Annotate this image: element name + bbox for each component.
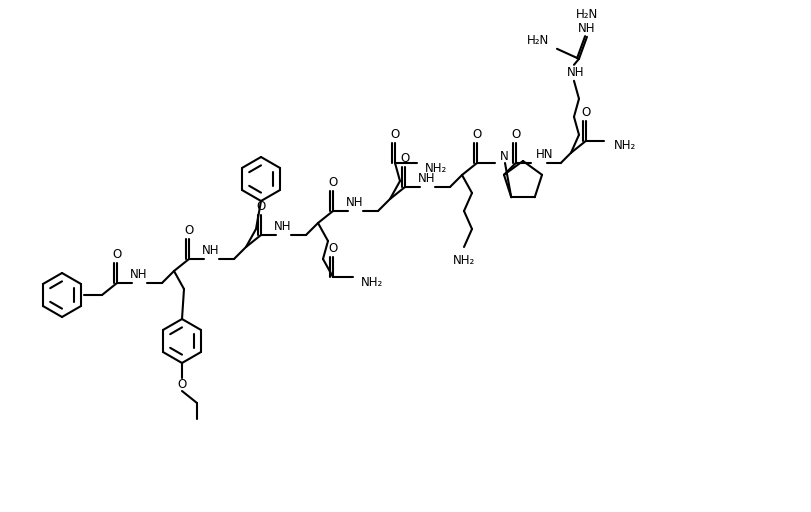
Text: O: O [177, 378, 187, 392]
Text: NH₂: NH₂ [424, 161, 447, 175]
Text: O: O [581, 106, 590, 119]
Text: H₂N: H₂N [575, 8, 598, 22]
Text: O: O [511, 129, 520, 141]
Text: O: O [256, 201, 265, 214]
Text: O: O [112, 248, 122, 262]
Text: O: O [328, 243, 337, 255]
Text: NH: NH [345, 197, 363, 209]
Text: O: O [400, 153, 409, 165]
Text: NH: NH [274, 221, 291, 233]
Text: O: O [390, 129, 399, 141]
Text: NH: NH [202, 245, 220, 258]
Text: NH: NH [567, 67, 584, 79]
Text: NH₂: NH₂ [453, 254, 474, 267]
Text: O: O [328, 177, 337, 189]
Text: H₂N: H₂N [526, 34, 548, 47]
Text: NH: NH [130, 268, 148, 282]
Text: NH₂: NH₂ [613, 139, 636, 152]
Text: O: O [184, 224, 193, 238]
Text: NH: NH [418, 173, 436, 185]
Text: HN: HN [535, 148, 553, 161]
Text: NH₂: NH₂ [361, 275, 383, 288]
Text: O: O [472, 129, 481, 141]
Text: N: N [500, 150, 508, 162]
Text: NH: NH [577, 23, 595, 35]
